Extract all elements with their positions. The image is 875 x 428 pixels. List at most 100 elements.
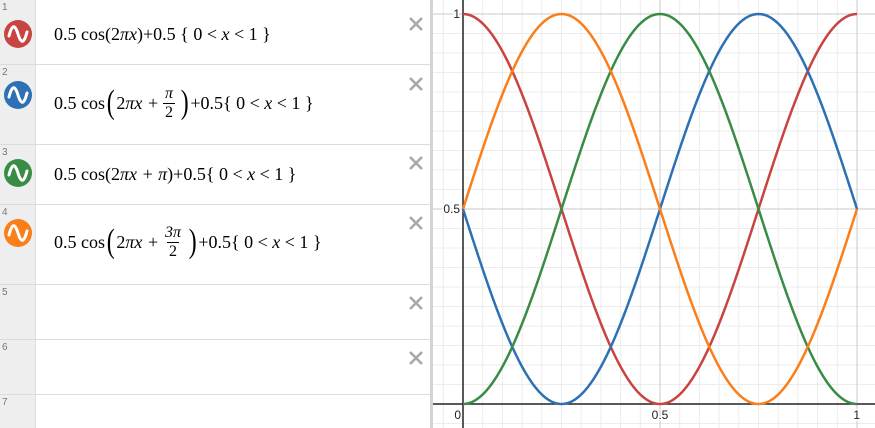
- argument: πx +: [125, 92, 159, 113]
- delete-expression-icon[interactable]: [408, 16, 424, 32]
- delete-expression-icon[interactable]: [408, 155, 424, 171]
- function-name: cos: [81, 23, 105, 44]
- graph-paper[interactable]: 0 0.5 1 1 0.5: [433, 0, 875, 428]
- domain-brace-close: }: [287, 163, 297, 184]
- domain-brace-open: {: [180, 23, 189, 44]
- function-name: cos: [81, 231, 105, 252]
- panel-splitter[interactable]: [430, 0, 433, 428]
- expression-row-1[interactable]: 1 0.5 cos(2 πx)+0.5 { 0 < x < 1 }: [0, 0, 430, 65]
- tick-labels: 0 0.5 1 1 0.5: [442, 6, 862, 424]
- argument-coef: 2: [116, 231, 126, 252]
- offset: )+0.5: [167, 163, 206, 184]
- offset: +0.5: [198, 231, 231, 252]
- graph-color-icon[interactable]: [4, 219, 32, 247]
- domain-upper: < 1: [233, 23, 258, 44]
- row-index: 6: [2, 342, 8, 353]
- x-tick-label: 0.5: [652, 408, 669, 422]
- y-tick-label: 0.5: [443, 202, 460, 216]
- fraction-denominator: 2: [162, 102, 175, 121]
- row-gutter: 2: [0, 65, 36, 144]
- formula[interactable]: 0.5 cos(2 πx + π)+0.5{ 0 < x < 1 }: [54, 160, 296, 188]
- offset: )+0.5: [137, 23, 176, 44]
- axes: [433, 0, 875, 428]
- domain-lower: 0 <: [193, 23, 217, 44]
- expression-row-2[interactable]: 2 0.5 cos(2 πx + π 2) +0.5{ 0 < x < 1 }: [0, 65, 430, 145]
- coefficient: 0.5: [54, 23, 77, 44]
- curve-1: [462, 12, 858, 406]
- domain-lower: 0 <: [244, 231, 268, 252]
- fraction-numerator: 3π: [164, 223, 181, 241]
- row-index: 4: [2, 207, 8, 218]
- x-tick-label: 0: [454, 408, 461, 422]
- x-tick-label: 1: [853, 408, 860, 422]
- argument: πx + π: [120, 163, 168, 184]
- delete-expression-icon[interactable]: [408, 76, 424, 92]
- y-tick-label: 1: [453, 7, 460, 21]
- delete-expression-icon[interactable]: [408, 215, 424, 231]
- paren-open: (: [106, 84, 115, 121]
- argument-coef: 2: [111, 23, 120, 44]
- domain-lower: 0 <: [218, 163, 243, 184]
- row-index: 7: [2, 397, 8, 408]
- formula[interactable]: 0.5 cos(2 πx)+0.5 { 0 < x < 1 }: [54, 20, 271, 48]
- expression-row-6[interactable]: 6: [0, 340, 430, 395]
- coefficient: 0.5: [54, 92, 77, 113]
- minor-gridlines: [433, 0, 875, 428]
- formula[interactable]: 0.5 cos(2 πx + 3π 2) +0.5{ 0 < x < 1 }: [54, 218, 322, 266]
- function-name: cos: [81, 92, 105, 113]
- curve-3: [462, 12, 858, 406]
- domain-brace-open: {: [230, 231, 240, 252]
- major-gridlines: [433, 0, 875, 428]
- domain-brace-close: }: [312, 231, 322, 252]
- function-name: cos: [81, 163, 105, 184]
- paren-close: ): [180, 84, 189, 121]
- coefficient: 0.5: [54, 231, 77, 252]
- expression-row-7[interactable]: 7: [0, 395, 430, 428]
- fraction: 3π 2: [163, 224, 183, 261]
- domain-brace-close: }: [304, 92, 314, 113]
- argument: πx +: [125, 231, 159, 252]
- offset: +0.5: [190, 92, 223, 113]
- row-index: 2: [2, 67, 8, 78]
- expression-row-3[interactable]: 3 0.5 cos(2 πx + π)+0.5{ 0 < x < 1 }: [0, 145, 430, 205]
- row-index: 1: [2, 2, 8, 13]
- row-gutter: 1: [0, 0, 36, 64]
- domain-upper: < 1: [284, 231, 309, 252]
- domain-variable: x: [221, 23, 230, 44]
- expression-row-5[interactable]: 5: [0, 285, 430, 340]
- domain-variable: x: [247, 163, 256, 184]
- row-gutter: 6: [0, 340, 36, 394]
- paren-open: (: [105, 163, 111, 184]
- delete-expression-icon[interactable]: [408, 295, 424, 311]
- row-gutter: 4: [0, 205, 36, 284]
- formula[interactable]: 0.5 cos(2 πx + π 2) +0.5{ 0 < x < 1 }: [54, 79, 314, 127]
- paren-open: (: [105, 23, 111, 44]
- expression-row-4[interactable]: 4 0.5 cos(2 πx + 3π 2) +0.5{ 0 < x < 1 }: [0, 205, 430, 285]
- argument: πx: [120, 23, 138, 44]
- domain-variable: x: [264, 92, 273, 113]
- coefficient: 0.5: [54, 163, 77, 184]
- fraction-numerator: π: [164, 84, 173, 102]
- graph-color-icon[interactable]: [4, 20, 32, 48]
- graph-color-icon[interactable]: [4, 159, 32, 187]
- domain-brace-open: {: [205, 163, 215, 184]
- graph-color-icon[interactable]: [4, 81, 32, 109]
- curve-4: [461, 12, 859, 406]
- domain-variable: x: [272, 231, 281, 252]
- argument-coef: 2: [116, 92, 126, 113]
- domain-brace-close: }: [262, 23, 271, 44]
- argument-coef: 2: [111, 163, 120, 184]
- domain-upper: < 1: [259, 163, 284, 184]
- curves: [461, 12, 859, 406]
- row-gutter: 5: [0, 285, 36, 339]
- domain-upper: < 1: [276, 92, 301, 113]
- row-gutter: 3: [0, 145, 36, 204]
- delete-expression-icon[interactable]: [408, 350, 424, 366]
- fraction-denominator: 2: [166, 241, 179, 260]
- row-index: 5: [2, 287, 8, 298]
- paren-close: ): [188, 223, 197, 260]
- expression-list: 1 0.5 cos(2 πx)+0.5 { 0 < x < 1 } 2 0.5 c…: [0, 0, 430, 428]
- domain-brace-open: {: [222, 92, 232, 113]
- row-index: 3: [2, 147, 8, 158]
